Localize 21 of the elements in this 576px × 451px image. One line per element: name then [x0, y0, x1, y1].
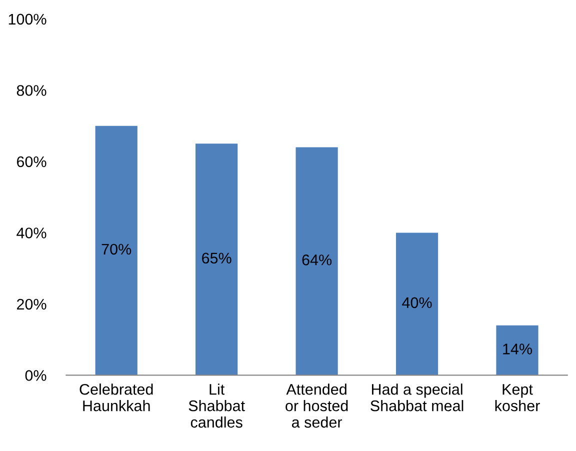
x-tick-label: Attended or hosted a seder — [286, 384, 348, 428]
bar — [95, 126, 138, 376]
y-tick-label: 40% — [16, 228, 46, 238]
bar — [296, 147, 338, 376]
y-tick-label: 100% — [8, 14, 46, 25]
y-tick-label: 0% — [25, 370, 46, 381]
y-tick-label: 20% — [16, 298, 46, 310]
y-tick-label: 80% — [16, 85, 46, 96]
data-label: 40% — [402, 297, 432, 308]
data-label: 65% — [202, 252, 232, 264]
bar — [396, 232, 438, 376]
x-tick-label: Lit Shabbat candles — [188, 384, 245, 428]
x-tick-label: Celebrated Haunkkah — [80, 384, 153, 412]
x-tick-label: Kept kosher — [495, 384, 540, 412]
data-label: 70% — [102, 244, 132, 255]
y-tick-label: 60% — [16, 156, 46, 168]
x-tick-label: Had a special Shabbat meal — [370, 384, 464, 412]
bar — [196, 144, 238, 376]
data-label: 64% — [302, 254, 332, 266]
data-label: 14% — [503, 344, 532, 354]
bar — [496, 325, 538, 376]
